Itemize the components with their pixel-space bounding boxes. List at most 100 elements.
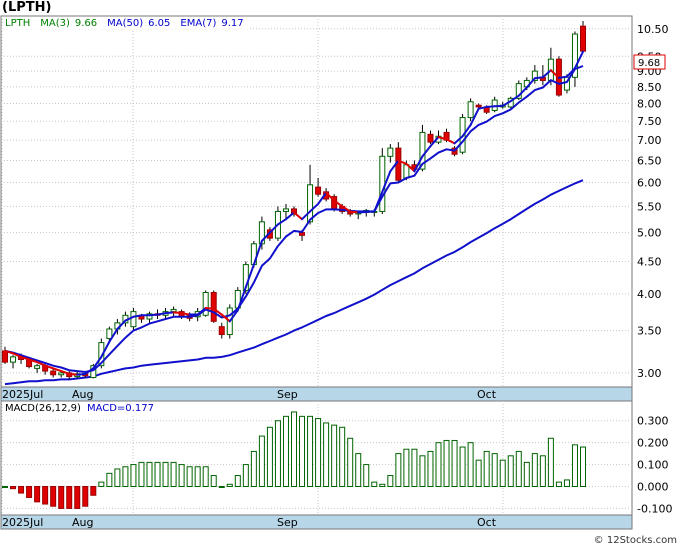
ma3-segment <box>268 223 279 234</box>
macd-bar-positive <box>226 483 233 487</box>
price-legend-line: LPTH MA(3) 9.66 MA(50) 6.05 EMA(7) 9.17 <box>5 18 244 29</box>
ma3-segment <box>477 105 488 110</box>
ma3-segment <box>357 210 368 214</box>
macd-tick-label: 0.100 <box>637 459 669 472</box>
macd-bar-positive <box>98 481 105 488</box>
legend-ema7-value: 9.17 <box>221 18 243 29</box>
macd-bar-negative <box>42 486 49 505</box>
macd-bar-positive <box>371 481 378 488</box>
ma3-segment <box>517 86 528 97</box>
macd-bar-positive <box>194 466 201 487</box>
macd-bar-positive <box>419 455 426 487</box>
price-tick-label: 5.00 <box>637 227 662 240</box>
price-date-label: 2025Jul <box>2 388 43 401</box>
candle-up <box>571 33 578 78</box>
ma3-segment <box>148 313 159 317</box>
ma3-segment <box>196 306 207 316</box>
ma3-segment <box>60 370 71 375</box>
legend-ma3-value: 9.66 <box>75 18 97 29</box>
ma3-segment <box>301 210 312 221</box>
ma3-segment <box>461 123 472 138</box>
macd-bar-positive <box>162 461 169 487</box>
macd-bar-positive <box>250 450 257 487</box>
candle-down <box>299 232 306 236</box>
macd-bar-positive <box>443 439 450 488</box>
macd-bar-positive <box>347 437 354 487</box>
macd-bar-positive <box>234 475 241 487</box>
macd-axis-labels: 0.300 0.200 0.100 0.000 -0.100 <box>637 415 672 516</box>
ma3-segment <box>309 202 320 213</box>
macd-legend-label: MACD(26,12,9) <box>5 403 81 414</box>
macd-bar-positive <box>146 461 153 487</box>
candle-down <box>50 370 57 376</box>
macd-bar-positive <box>130 464 137 488</box>
ma3-segment <box>509 94 520 103</box>
macd-date-label: Aug <box>72 516 93 529</box>
candle-up <box>531 70 538 81</box>
moving-averages <box>4 50 584 376</box>
macd-bar-positive <box>331 424 338 488</box>
ma3-segment <box>108 327 119 343</box>
ma50-layer <box>4 179 584 386</box>
macd-bar-positive <box>258 435 265 488</box>
macd-bar-positive <box>178 464 185 488</box>
price-tick-label: 4.00 <box>637 288 662 301</box>
macd-bar-positive <box>531 453 538 488</box>
ma3-segment <box>437 136 448 141</box>
macd-bar-positive <box>499 459 506 488</box>
macd-bar-negative <box>18 486 25 494</box>
ma3-segment <box>413 155 424 173</box>
macd-bar-positive <box>274 420 281 488</box>
candle-up <box>146 313 153 320</box>
macd-bar-positive <box>547 437 554 487</box>
ma3-segment <box>244 263 255 289</box>
macd-bar-positive <box>154 461 161 487</box>
ma3-segment <box>557 75 568 79</box>
macd-legend-line: MACD(26,12,9) MACD=0.177 <box>5 403 154 414</box>
macd-bar-positive <box>515 450 522 487</box>
candle-up <box>170 308 177 313</box>
candle-down <box>580 25 586 52</box>
price-legend: LPTH MA(3) 9.66 MA(50) 6.05 EMA(7) 9.17 <box>3 17 249 29</box>
ma3-segment <box>212 307 223 316</box>
legend-ma50-value: 6.05 <box>148 18 170 29</box>
candle-down <box>2 350 8 363</box>
macd-date-labels: 2025Jul Aug Sep Oct <box>2 516 497 529</box>
ma3-segment <box>220 313 231 323</box>
macd-tick-label: -0.100 <box>637 502 672 515</box>
ma3-segment <box>116 319 127 330</box>
candle-up <box>467 101 474 119</box>
macd-bar-positive <box>459 446 466 487</box>
macd-bar-positive <box>339 426 346 487</box>
ma3-segment <box>76 372 87 376</box>
ma3-segment <box>445 138 456 145</box>
ma3-segment <box>381 170 392 193</box>
ma3-segment <box>541 69 552 79</box>
ma3-segment <box>405 162 416 173</box>
ma3-segment <box>180 312 191 316</box>
macd-bar-positive <box>291 411 297 488</box>
price-tick-label: 8.50 <box>637 81 662 94</box>
macd-bar-positive <box>170 461 177 487</box>
macd-bar-positive <box>315 418 322 487</box>
macd-bar-positive <box>451 439 458 488</box>
price-tick-label: 6.50 <box>637 155 662 168</box>
ma3-segment <box>92 355 103 370</box>
last-price-text: 9.68 <box>638 58 660 69</box>
ma3-segment <box>325 191 336 202</box>
ma3-segment <box>228 309 239 323</box>
price-date-label: Sep <box>277 388 298 401</box>
price-tick-label: 6.00 <box>637 177 662 190</box>
ma3-segment <box>365 210 376 213</box>
macd-bar-positive <box>580 446 586 487</box>
price-date-strip <box>0 386 633 402</box>
ma3-segment <box>533 76 544 80</box>
macd-bar-positive <box>467 442 474 487</box>
macd-legend: MACD(26,12,9) MACD=0.177 <box>3 402 154 414</box>
ma3-segment <box>124 315 135 322</box>
ma3-segment <box>20 355 31 361</box>
price-tick-label: 10.50 <box>637 23 669 36</box>
macd-bar-positive <box>395 453 402 488</box>
macd-bar-negative <box>74 486 81 509</box>
macd-bar-positive <box>563 479 570 487</box>
